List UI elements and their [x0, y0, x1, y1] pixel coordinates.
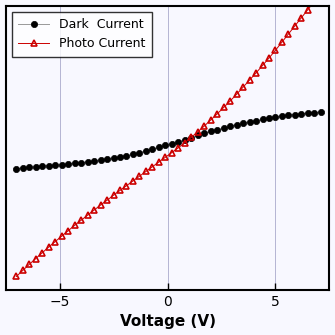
Dark  Current: [293, 113, 297, 117]
Dark  Current: [73, 161, 77, 165]
Dark  Current: [60, 163, 64, 167]
Dark  Current: [306, 111, 310, 115]
Photo Current: [196, 130, 200, 134]
Photo Current: [202, 124, 206, 128]
Dark  Current: [241, 121, 245, 125]
Dark  Current: [21, 166, 25, 170]
Dark  Current: [118, 155, 122, 159]
Photo Current: [228, 99, 232, 103]
Dark  Current: [267, 116, 271, 120]
Dark  Current: [66, 162, 70, 166]
Photo Current: [92, 208, 96, 212]
Dark  Current: [280, 114, 284, 118]
Dark  Current: [202, 131, 206, 135]
Photo Current: [215, 112, 219, 116]
Photo Current: [234, 92, 239, 96]
Photo Current: [47, 245, 51, 249]
Photo Current: [306, 8, 310, 12]
Dark  Current: [196, 133, 200, 137]
Photo Current: [163, 155, 168, 159]
Photo Current: [176, 146, 180, 150]
Photo Current: [34, 257, 38, 261]
Photo Current: [183, 141, 187, 145]
Photo Current: [137, 174, 141, 178]
Dark  Current: [150, 147, 154, 151]
Dark  Current: [273, 115, 277, 119]
Dark  Current: [98, 158, 103, 162]
Photo Current: [112, 193, 116, 197]
Dark  Current: [105, 157, 109, 161]
Dark  Current: [79, 161, 83, 165]
Dark  Current: [131, 152, 135, 156]
Photo Current: [241, 85, 245, 89]
Dark  Current: [215, 128, 219, 132]
Photo Current: [299, 16, 304, 20]
Dark  Current: [183, 138, 187, 142]
Photo Current: [14, 274, 18, 278]
Dark  Current: [157, 145, 161, 149]
Photo Current: [131, 179, 135, 183]
Photo Current: [261, 64, 265, 68]
Photo Current: [293, 24, 297, 28]
Photo Current: [66, 229, 70, 233]
Photo Current: [40, 251, 44, 255]
Dark  Current: [261, 117, 265, 121]
Dark  Current: [254, 119, 258, 123]
Photo Current: [27, 262, 31, 266]
Dark  Current: [40, 164, 44, 169]
Dark  Current: [228, 124, 232, 128]
Dark  Current: [248, 120, 252, 124]
Photo Current: [73, 223, 77, 227]
Dark  Current: [189, 136, 193, 140]
Dark  Current: [286, 113, 290, 117]
Photo Current: [267, 56, 271, 60]
Photo Current: [98, 203, 103, 207]
Dark  Current: [319, 110, 323, 114]
Photo Current: [21, 268, 25, 272]
Line: Dark  Current: Dark Current: [13, 109, 324, 172]
Dark  Current: [144, 149, 148, 153]
Dark  Current: [312, 111, 316, 115]
Photo Current: [170, 150, 174, 154]
Photo Current: [86, 213, 90, 217]
X-axis label: Voltage (V): Voltage (V): [120, 315, 215, 329]
Dark  Current: [53, 163, 57, 168]
Line: Photo Current: Photo Current: [13, 0, 324, 280]
Dark  Current: [86, 160, 90, 164]
Photo Current: [144, 170, 148, 174]
Legend: Dark  Current, Photo Current: Dark Current, Photo Current: [12, 12, 152, 57]
Dark  Current: [27, 165, 31, 170]
Dark  Current: [14, 167, 18, 171]
Dark  Current: [299, 112, 304, 116]
Dark  Current: [209, 129, 213, 133]
Dark  Current: [112, 156, 116, 160]
Photo Current: [105, 198, 109, 202]
Photo Current: [312, 0, 316, 3]
Dark  Current: [176, 140, 180, 144]
Photo Current: [280, 40, 284, 44]
Photo Current: [286, 32, 290, 36]
Photo Current: [248, 78, 252, 82]
Photo Current: [125, 184, 129, 188]
Dark  Current: [137, 150, 141, 154]
Photo Current: [254, 71, 258, 75]
Dark  Current: [163, 143, 168, 147]
Dark  Current: [234, 123, 239, 127]
Photo Current: [222, 106, 226, 110]
Photo Current: [60, 234, 64, 238]
Dark  Current: [222, 126, 226, 130]
Photo Current: [189, 135, 193, 139]
Dark  Current: [92, 159, 96, 163]
Photo Current: [118, 189, 122, 193]
Photo Current: [79, 218, 83, 222]
Dark  Current: [125, 153, 129, 157]
Photo Current: [273, 48, 277, 52]
Dark  Current: [34, 165, 38, 169]
Photo Current: [150, 165, 154, 169]
Dark  Current: [170, 142, 174, 146]
Photo Current: [209, 118, 213, 122]
Photo Current: [157, 160, 161, 164]
Dark  Current: [47, 164, 51, 168]
Photo Current: [53, 240, 57, 244]
